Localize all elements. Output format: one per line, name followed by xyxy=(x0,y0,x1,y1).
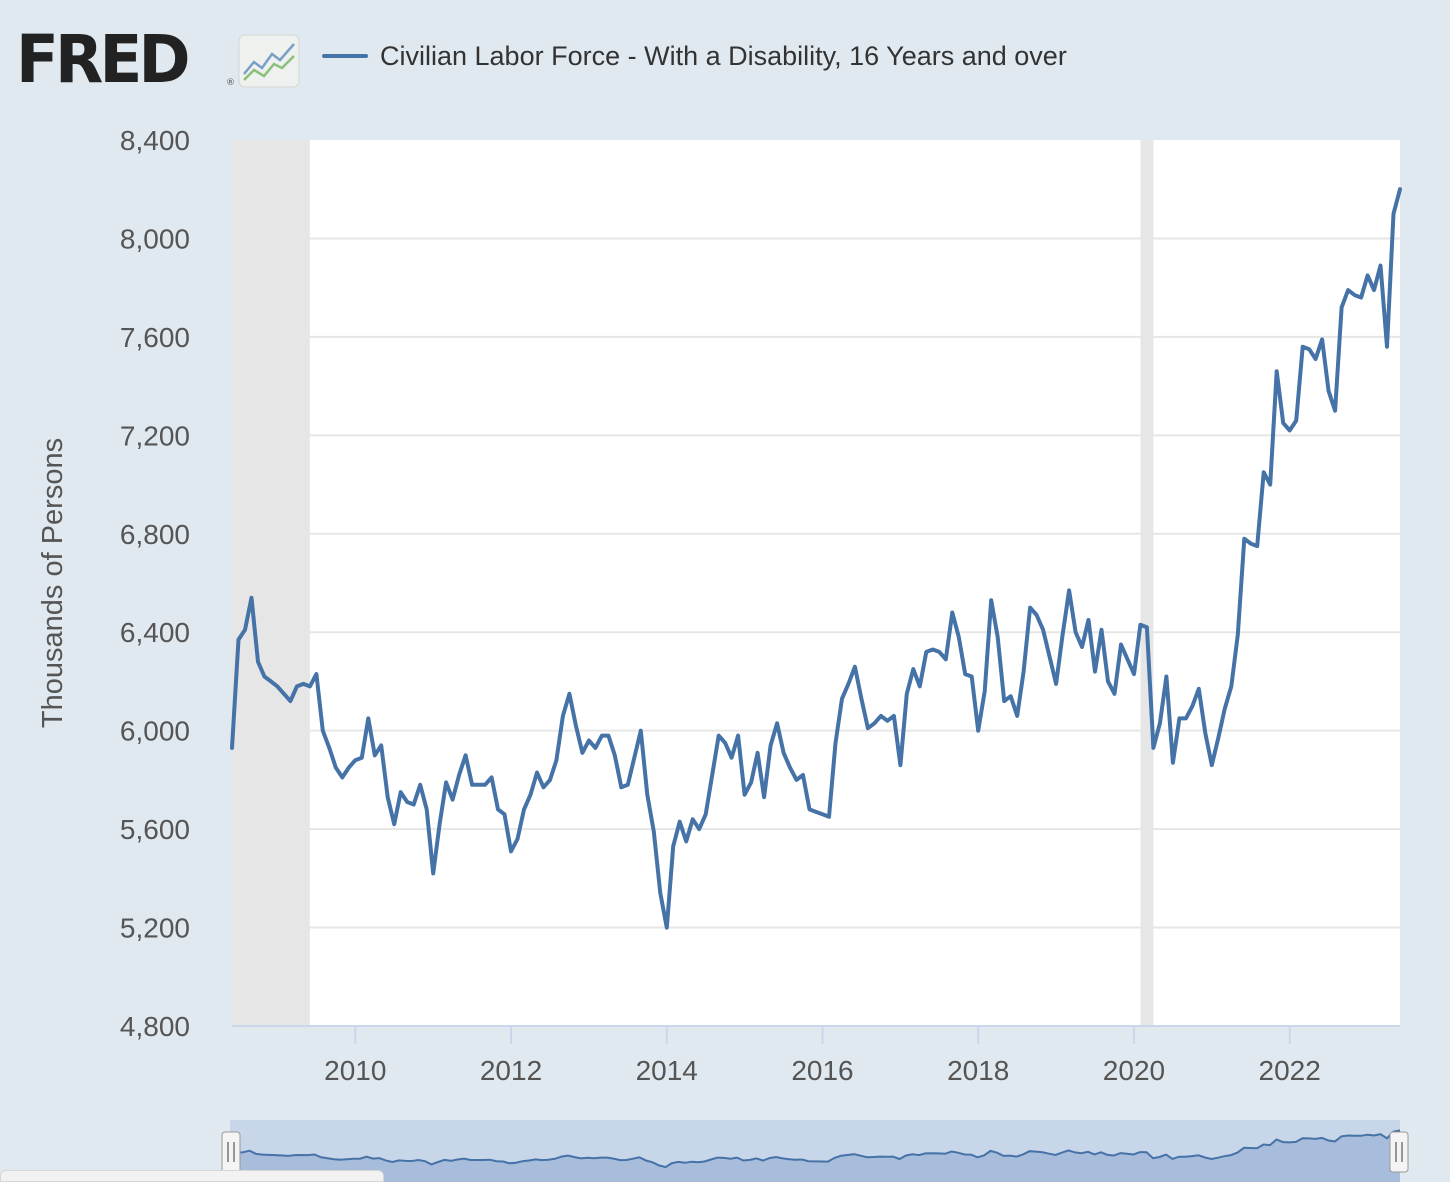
legend-series-label: Civilian Labor Force - With a Disability… xyxy=(380,40,1067,71)
fred-logo[interactable]: FRED xyxy=(16,21,191,98)
range-navigator[interactable]: 201020152020 xyxy=(0,1118,1450,1182)
x-tick-label: 2010 xyxy=(324,1055,386,1086)
gridlines xyxy=(232,237,1400,1027)
horizontal-scrollbar[interactable] xyxy=(0,1170,384,1182)
legend-series-swatch xyxy=(322,54,368,58)
recession-band xyxy=(232,140,310,1026)
y-tick-label: 7,200 xyxy=(120,420,190,451)
plot-background xyxy=(232,140,1400,1026)
y-tick-label: 4,800 xyxy=(120,1011,190,1042)
fred-logo-registered-mark: ® xyxy=(226,78,235,88)
y-tick-label: 6,000 xyxy=(120,716,190,747)
line-chart[interactable]: 4,800 5,200 5,600 6,000 6,400 6,800 7,200 7,600… xyxy=(0,110,1450,1118)
navigator-series-area xyxy=(230,1130,1400,1182)
navigator-left-handle[interactable] xyxy=(221,1131,241,1173)
x-tick-label: 2012 xyxy=(480,1055,542,1086)
y-tick-label: 8,000 xyxy=(120,223,190,254)
y-axis-title: Thousands of Persons xyxy=(37,438,69,728)
y-tick-label: 6,800 xyxy=(120,519,190,550)
x-tick-label: 2016 xyxy=(791,1055,853,1086)
navigator-series-line xyxy=(229,1129,1401,1169)
legend[interactable]: Civilian Labor Force - With a Disability… xyxy=(322,38,1067,74)
recession-bands xyxy=(232,140,1154,1026)
series-line xyxy=(230,187,1402,930)
y-tick-label: 7,600 xyxy=(120,322,190,353)
y-axis: 4,800 5,200 5,600 6,000 6,400 6,800 7,200 7,600… xyxy=(120,125,190,1042)
x-axis-ticks xyxy=(354,1026,1291,1044)
fred-line-chart-icon xyxy=(238,34,300,88)
navigator-right-handle[interactable] xyxy=(1389,1131,1409,1173)
series-layer xyxy=(230,187,1402,930)
chart-header: FRED ® Civilian Labor Force - With a Dis… xyxy=(0,0,1450,110)
plot-area xyxy=(232,140,1400,1026)
x-tick-label: 2022 xyxy=(1259,1055,1321,1086)
y-tick-label: 8,400 xyxy=(120,125,190,156)
recession-band xyxy=(1140,140,1154,1026)
x-axis: 2010 2012 2014 2016 2018 2020 2022 xyxy=(324,1055,1321,1086)
y-tick-label: 5,200 xyxy=(120,913,190,944)
x-tick-label: 2020 xyxy=(1103,1055,1165,1086)
y-tick-label: 5,600 xyxy=(120,814,190,845)
x-tick-label: 2018 xyxy=(947,1055,1009,1086)
x-tick-label: 2014 xyxy=(636,1055,698,1086)
y-tick-label: 6,400 xyxy=(120,617,190,648)
